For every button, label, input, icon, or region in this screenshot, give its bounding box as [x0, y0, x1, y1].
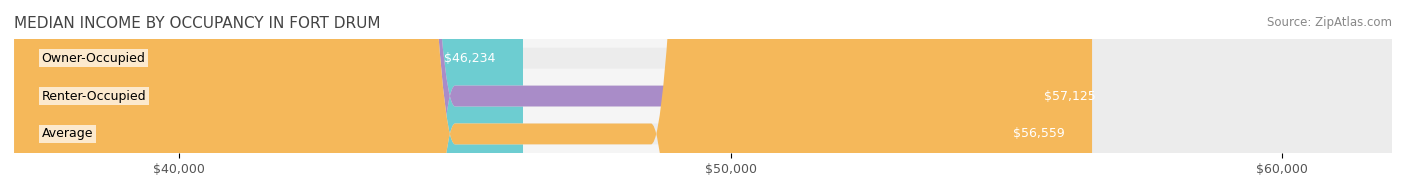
Text: Renter-Occupied: Renter-Occupied: [42, 90, 146, 103]
FancyBboxPatch shape: [14, 0, 1092, 196]
FancyBboxPatch shape: [14, 0, 1123, 196]
FancyBboxPatch shape: [14, 0, 1392, 196]
FancyBboxPatch shape: [14, 0, 1392, 196]
Text: Source: ZipAtlas.com: Source: ZipAtlas.com: [1267, 16, 1392, 29]
Text: $46,234: $46,234: [444, 52, 495, 65]
FancyBboxPatch shape: [14, 0, 523, 196]
Text: Average: Average: [42, 127, 93, 140]
Text: $56,559: $56,559: [1012, 127, 1064, 140]
Text: Owner-Occupied: Owner-Occupied: [42, 52, 145, 65]
FancyBboxPatch shape: [14, 0, 1392, 196]
Text: MEDIAN INCOME BY OCCUPANCY IN FORT DRUM: MEDIAN INCOME BY OCCUPANCY IN FORT DRUM: [14, 16, 381, 31]
Text: $57,125: $57,125: [1043, 90, 1095, 103]
